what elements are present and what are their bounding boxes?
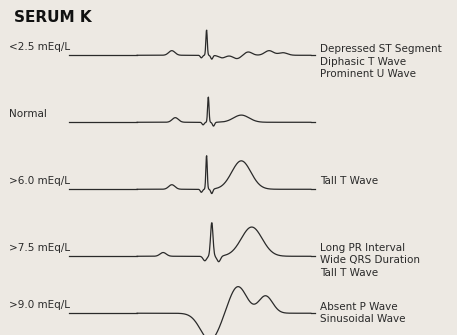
Text: Depressed ST Segment
Diphasic T Wave
Prominent U Wave: Depressed ST Segment Diphasic T Wave Pro… [320,45,441,79]
Text: Normal: Normal [9,109,47,119]
Text: >7.5 mEq/L: >7.5 mEq/L [9,243,70,253]
Text: >6.0 mEq/L: >6.0 mEq/L [9,176,70,186]
Text: SERUM K: SERUM K [14,10,91,25]
Text: >9.0 mEq/L: >9.0 mEq/L [9,300,70,310]
Text: Tall T Wave: Tall T Wave [320,176,378,186]
Text: Absent P Wave
Sinusoidal Wave: Absent P Wave Sinusoidal Wave [320,302,405,324]
Text: Long PR Interval
Wide QRS Duration
Tall T Wave: Long PR Interval Wide QRS Duration Tall … [320,243,420,278]
Text: <2.5 mEq/L: <2.5 mEq/L [9,42,70,52]
